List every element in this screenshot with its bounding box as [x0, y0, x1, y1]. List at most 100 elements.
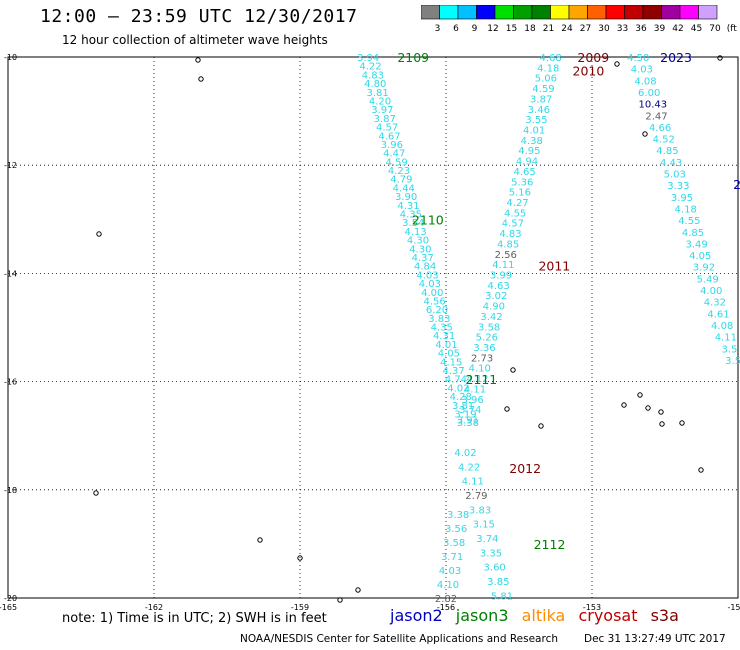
scale-label: 6	[453, 24, 459, 34]
wave-height-value: 3.46	[528, 105, 550, 116]
wave-height-value: 3.91	[457, 415, 479, 426]
island-outline	[637, 392, 643, 398]
wave-height-value: 4.83	[499, 229, 521, 240]
wave-height-value: 4.31	[433, 331, 455, 342]
footer: NOAA/NESDIS Center for Satellite Applica…	[240, 633, 726, 645]
footer-timestamp: Dec 31 13:27:49 UTC 2017	[584, 633, 726, 645]
scale-label: (ft)	[727, 24, 737, 34]
lon-tick-label: -165	[0, 603, 17, 612]
wave-height-value: 3.85	[487, 577, 509, 588]
wave-height-value: 4.02	[454, 448, 476, 459]
scale-label: 3	[435, 24, 441, 34]
wave-height-value: 3.81	[367, 88, 389, 99]
wave-height-value: 3.92	[693, 263, 715, 274]
scale-label: 21	[543, 24, 554, 34]
wave-height-value: 4.27	[506, 198, 528, 209]
wave-height-value: 5.03	[664, 170, 686, 181]
wave-height-value: 4.61	[707, 309, 729, 320]
wave-height-value: 4.18	[537, 63, 559, 74]
wave-height-value: 4.85	[682, 228, 704, 239]
pass-number-label: 2009	[577, 50, 609, 65]
wave-height-value: 4.50	[627, 53, 649, 64]
wave-height-value: 4.47	[383, 149, 405, 160]
wave-height-value: 2.56	[495, 250, 517, 261]
wave-height-value: 2.47	[645, 111, 667, 122]
footnote: note: 1) Time is in UTC; 2) SWH is in fe…	[62, 611, 327, 626]
wave-height-value: 3.83	[428, 314, 450, 325]
wave-height-value: 4.85	[497, 239, 519, 250]
wave-height-value: 4.18	[675, 204, 697, 215]
lat-tick-label: -20	[4, 594, 17, 603]
pass-number-label: 2112	[534, 537, 566, 552]
wave-height-value: 3.87	[530, 94, 552, 105]
wave-height-value: 2.79	[465, 491, 487, 502]
wave-height-value: 3.60	[484, 563, 506, 574]
wave-height-value: 4.95	[518, 146, 540, 157]
pass-number-label: 2109	[397, 50, 429, 65]
island-outline	[198, 76, 204, 82]
wave-height-value: 3.58	[478, 322, 500, 333]
wave-height-value: 4.03	[631, 65, 653, 76]
wave-height-value: 3.94	[357, 53, 379, 64]
wave-height-value: 4.05	[689, 251, 711, 262]
legend-altika: altika	[521, 606, 566, 625]
wave-height-value: 3.49	[686, 239, 708, 250]
wave-height-value: 3.74	[459, 405, 481, 416]
scale-label: 70	[709, 24, 721, 34]
wave-height-value: 4.79	[390, 175, 412, 186]
island-outline	[93, 490, 99, 496]
pass-number-label: 2011	[538, 258, 570, 273]
island-outline	[195, 57, 201, 63]
scale-label: 12	[487, 24, 498, 34]
wave-height-value: 3.58	[443, 538, 465, 549]
legend-jason2: jason2	[390, 606, 443, 625]
lon-tick-label: -156	[437, 603, 455, 612]
wave-height-value: 4.57	[502, 219, 524, 230]
scale-label: 18	[524, 24, 536, 34]
wave-height-value: 4.28	[450, 392, 472, 403]
wave-height-value: 3.33	[667, 181, 689, 192]
wave-height-value: 5.49	[696, 274, 718, 285]
island-outline	[510, 367, 516, 373]
wave-height-value: 5.16	[509, 188, 531, 199]
wave-height-value: 4.59	[532, 84, 554, 95]
wave-height-value: 4.11	[715, 333, 737, 344]
wave-height-value: 4.67	[378, 131, 400, 142]
scale-label: 42	[672, 24, 683, 34]
footer-org: NOAA/NESDIS Center for Satellite Applica…	[240, 633, 558, 645]
pass-number-label: 2111	[465, 372, 497, 387]
island-outline	[297, 555, 303, 561]
wave-height-value: 4.74	[445, 375, 467, 386]
wave-height-value: 4.08	[711, 321, 733, 332]
wave-height-value: 4.03	[439, 566, 461, 577]
wave-height-value: 3.71	[441, 552, 463, 563]
wave-height-value: 4.13	[405, 227, 427, 238]
scale-label: 30	[598, 24, 610, 34]
wave-height-value: 2.73	[471, 353, 493, 364]
wave-height-value: 3.38	[447, 510, 469, 521]
pass-number-label: 2012	[509, 461, 541, 476]
legend-jason3: jason3	[455, 606, 509, 625]
wave-height-value: 6.20	[426, 305, 448, 316]
wave-height-value: 4.52	[653, 135, 675, 146]
wave-height-value: 4.84	[414, 262, 436, 273]
wave-height-value: 4.30	[407, 236, 429, 247]
wave-height-value: 4.32	[704, 298, 726, 309]
wave-height-value: 4.65	[513, 167, 535, 178]
island-outline	[538, 423, 544, 429]
wave-height-value: 4.37	[443, 366, 465, 377]
wave-height-value: 4.35	[431, 323, 453, 334]
scale-label: 15	[506, 24, 517, 34]
island-outline	[614, 61, 620, 67]
wave-height-value: 5.81	[491, 591, 513, 602]
pass-number-label: 2110	[412, 212, 444, 227]
wave-height-value: 4.83	[362, 70, 384, 81]
wave-height-value: 4.37	[412, 253, 434, 264]
scale-label: 9	[472, 24, 478, 34]
wave-height-value: 3.90	[395, 192, 417, 203]
wave-height-value: 2.82	[435, 594, 457, 605]
lat-tick-label: -10	[4, 53, 17, 62]
lat-tick-label: -18	[4, 486, 17, 495]
